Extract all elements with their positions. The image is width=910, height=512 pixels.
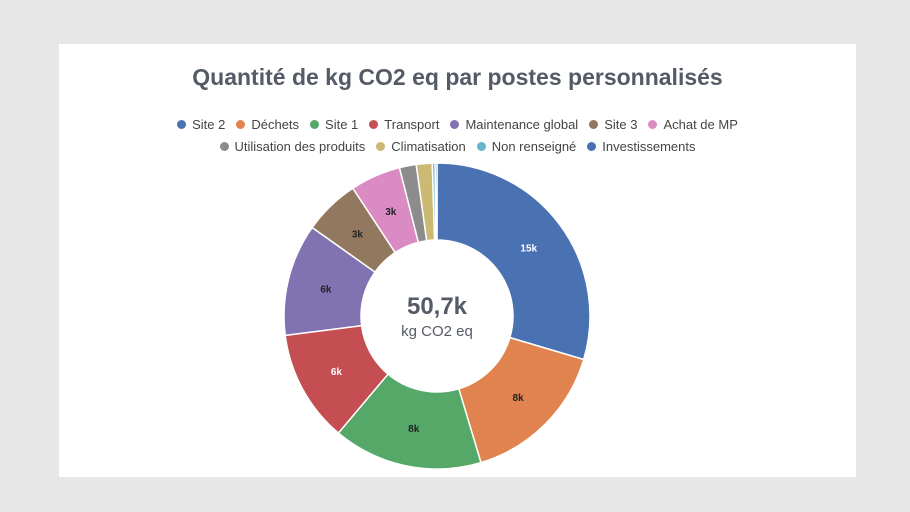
legend-label: Maintenance global <box>465 117 579 132</box>
legend-swatch <box>310 120 320 129</box>
chart-card: Quantité de kg CO2 eq par postes personn… <box>59 44 856 477</box>
legend-swatch <box>476 142 486 151</box>
legend-label: Non renseigné <box>491 139 577 154</box>
legend-item[interactable]: Déchets <box>236 117 299 132</box>
legend-label: Achat de MP <box>663 117 738 132</box>
slice-value-label: 15k <box>520 243 537 254</box>
slice-value-label: 6k <box>331 367 343 378</box>
donut-chart: 15k 8k 8k 6k 6k 3k 3k 50,7k kg CO2 eq <box>283 162 591 470</box>
legend-label: Site 1 <box>325 117 359 132</box>
legend-row-1: Site 2 Déchets Site 1 Transport Maintenance … <box>59 117 856 132</box>
center-unit-label: kg CO2 eq <box>401 323 473 340</box>
donut-slice[interactable] <box>434 162 438 241</box>
legend-swatch <box>376 142 386 151</box>
donut-slice-labels: 15k 8k 8k 6k 6k 3k 3k <box>320 207 537 435</box>
legend-label: Investissements <box>602 139 696 154</box>
legend-swatch <box>369 120 379 129</box>
legend-swatch <box>219 142 229 151</box>
legend-item[interactable]: Site 2 <box>177 117 225 132</box>
legend-item[interactable]: Investissements <box>587 139 695 154</box>
legend-item[interactable]: Site 3 <box>589 117 637 132</box>
legend-swatch <box>177 120 187 129</box>
legend-item[interactable]: Transport <box>369 117 439 132</box>
legend-item[interactable]: Utilisation des produits <box>219 139 366 154</box>
slice-value-label: 8k <box>408 424 420 435</box>
legend-swatch <box>587 142 597 151</box>
legend-label: Climatisation <box>391 139 466 154</box>
slice-value-label: 3k <box>352 230 364 241</box>
legend-label: Déchets <box>251 117 300 132</box>
legend-row-2: Utilisation des produits Climatisation Non… <box>59 139 856 154</box>
legend-swatch <box>450 120 460 129</box>
legend-item[interactable]: Climatisation <box>376 139 466 154</box>
donut-slice[interactable] <box>436 162 591 361</box>
legend-label: Utilisation des produits <box>234 139 366 154</box>
legend-item[interactable]: Achat de MP <box>648 117 738 132</box>
legend-label: Transport <box>384 117 440 132</box>
slice-value-label: 6k <box>320 284 332 295</box>
legend-item[interactable]: Site 1 <box>310 117 358 132</box>
legend-swatch <box>236 120 246 129</box>
legend-swatch <box>648 120 658 129</box>
legend-item[interactable]: Maintenance global <box>450 117 578 132</box>
chart-title: Quantité de kg CO2 eq par postes personn… <box>192 64 723 90</box>
legend-item[interactable]: Non renseigné <box>476 139 577 154</box>
legend-label: Site 3 <box>604 117 638 132</box>
slice-value-label: 3k <box>385 207 397 218</box>
donut-slices <box>283 162 591 470</box>
legend-label: Site 2 <box>192 117 226 132</box>
center-total-value: 50,7k <box>407 293 468 320</box>
slice-value-label: 8k <box>513 393 525 404</box>
legend-swatch <box>589 120 599 129</box>
